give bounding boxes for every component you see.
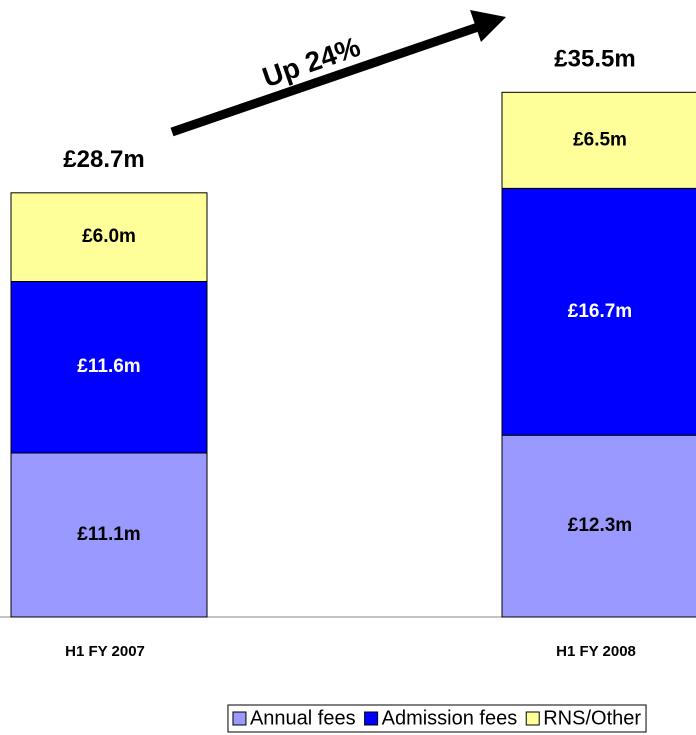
legend: Annual fees Admission fees RNS/Other [227, 704, 647, 733]
legend-label: RNS/Other [543, 707, 641, 729]
legend-swatch [525, 711, 540, 726]
legend-swatch [232, 711, 247, 726]
arrow-head [470, 10, 506, 42]
bar-segment [10, 192, 208, 282]
legend-label: Admission fees [382, 707, 518, 729]
value-label: £6.0m [82, 226, 136, 247]
legend-box [227, 704, 647, 733]
total-label: £35.5m [554, 46, 635, 73]
arrow-shaft [170, 22, 480, 137]
legend-label: Annual fees [250, 707, 356, 729]
bar-segment [501, 91, 696, 189]
x-tick-label: H1 FY 2007 [65, 643, 145, 660]
bar-segment [10, 280, 208, 454]
growth-arrow [170, 10, 506, 137]
value-label: £6.5m [573, 129, 627, 150]
value-label: £11.1m [77, 524, 140, 545]
value-label: £11.6m [77, 356, 140, 377]
bar-segment [10, 452, 208, 618]
legend-swatch [364, 711, 379, 726]
bar-segment [501, 187, 696, 436]
value-label: £16.7m [568, 301, 632, 322]
x-tick-label: H1 FY 2008 [556, 643, 636, 660]
total-label: £28.7m [63, 146, 144, 173]
value-label: £12.3m [568, 515, 632, 536]
